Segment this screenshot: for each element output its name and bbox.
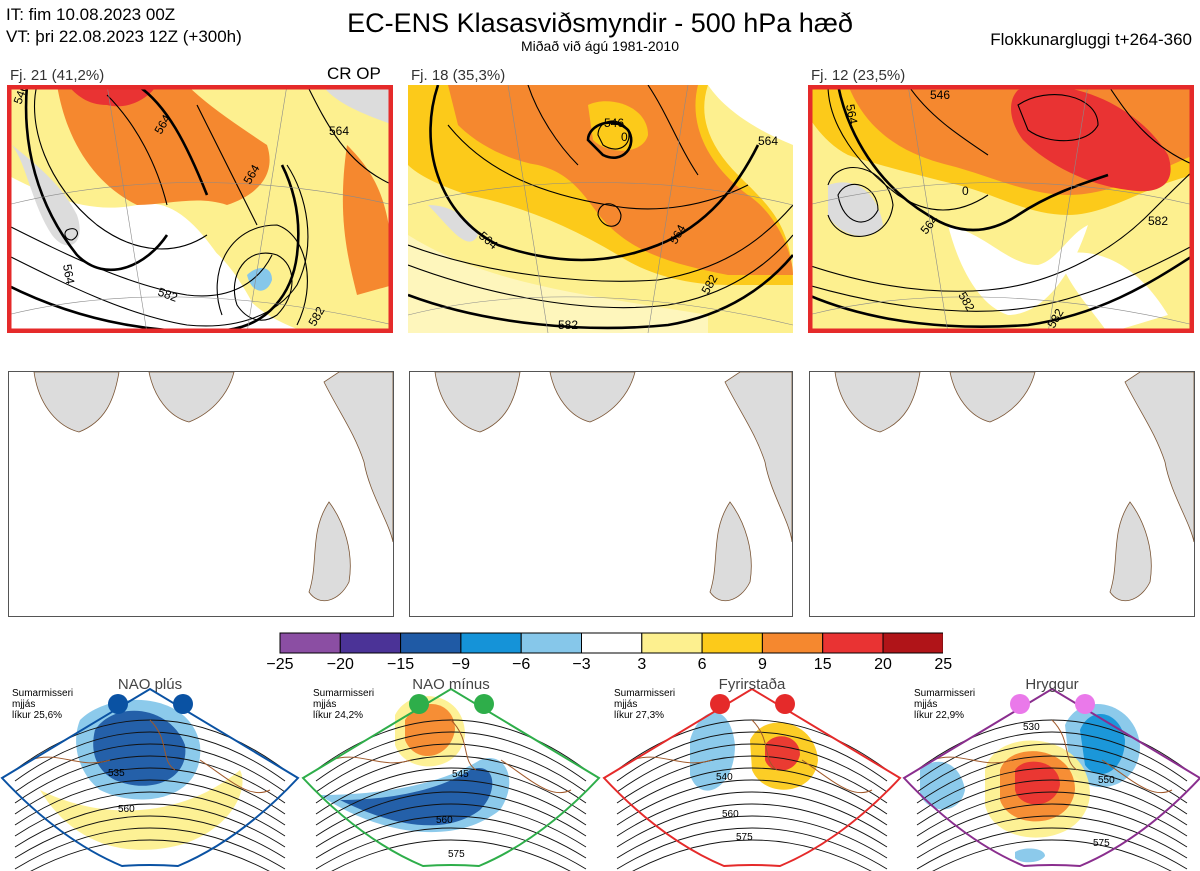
contour-label: 546 xyxy=(930,88,950,102)
regime-info-line: mjjás xyxy=(614,699,638,710)
regime-info-line: líkur 27,3% xyxy=(614,710,665,721)
regime-contour-label: 575 xyxy=(1093,838,1110,849)
regime-info-line: Sumarmisseri xyxy=(914,688,976,699)
contour-label: 0 xyxy=(621,130,628,144)
regime-marker xyxy=(409,694,429,714)
contour-label: 564 xyxy=(60,263,77,285)
regime-marker xyxy=(775,694,795,714)
regime-name: Hryggur xyxy=(1025,676,1079,693)
regime-marker xyxy=(173,694,193,714)
cluster-3-label: Fj. 12 (23,5%) xyxy=(811,67,906,84)
empty-map-1 xyxy=(8,371,394,617)
regime-info-line: mjjás xyxy=(12,699,36,710)
regime-contour-label: 560 xyxy=(722,809,739,820)
regime-info-line: líkur 24,2% xyxy=(313,710,364,721)
regime-info-line: líkur 22,9% xyxy=(914,710,965,721)
regime-info: Sumarmisseri mjjás líkur 22,9% xyxy=(914,688,975,721)
colorbar-tick-label: −3 xyxy=(572,656,591,673)
regime-info-line: mjjás xyxy=(313,699,337,710)
cluster-1-map[interactable]: 546 564 564 564 564 582 582 xyxy=(7,85,393,333)
contour-label: 564 xyxy=(758,134,778,148)
cluster-3-map[interactable]: 546 564 0 564 582 582 582 xyxy=(808,85,1194,333)
colorbar-tick-label: −9 xyxy=(451,656,471,673)
regime-info: Sumarmisseri mjjás líkur 25,6% xyxy=(12,688,73,721)
regime-contour-label: 560 xyxy=(436,815,453,826)
regime-name: NAO plús xyxy=(117,676,183,693)
colorbar-tick-label: −25 xyxy=(266,656,294,673)
cluster-1-label: Fj. 21 (41,2%) xyxy=(10,67,105,84)
page-subtitle: Miðað við ágú 1981-2010 xyxy=(520,38,679,54)
regime-contour-label: 535 xyxy=(108,768,125,779)
colorbar-cell xyxy=(882,632,943,654)
regime-info-line: mjjás xyxy=(914,699,938,710)
empty-map-2 xyxy=(409,371,793,617)
colorbar-tick-label: −6 xyxy=(512,656,531,673)
contour-label: 582 xyxy=(156,285,180,305)
colorbar-tick-label: 6 xyxy=(697,656,707,673)
cluster-2-label: Fj. 18 (35,3%) xyxy=(411,67,506,84)
regime-info: Sumarmisseri mjjás líkur 24,2% xyxy=(313,688,374,721)
regime-info-line: Sumarmisseri xyxy=(12,688,74,699)
regime-marker xyxy=(1010,694,1030,714)
valid-time: VT: þri 22.08.2023 12Z (+300h) xyxy=(6,27,242,46)
regime-name: Fyrirstaða xyxy=(718,676,786,693)
regime-marker xyxy=(1075,694,1095,714)
header-info: IT: fim 10.08.2023 00Z VT: þri 22.08.202… xyxy=(6,4,242,48)
colorbar-tick-label: −15 xyxy=(387,656,415,673)
regime-contour-label: 550 xyxy=(1098,775,1115,786)
classification-window: Flokkunargluggi t+264-360 xyxy=(990,30,1192,49)
contour-label: 582 xyxy=(558,318,578,332)
regime-name: NAO mínus xyxy=(412,676,490,693)
regime-marker xyxy=(108,694,128,714)
colorbar-tick-label: 9 xyxy=(757,656,767,673)
colorbar-tick-label: 25 xyxy=(934,656,953,673)
cluster-2-map[interactable]: 546 0 564 564 564 582 582 xyxy=(408,85,793,333)
contour-label: 546 xyxy=(604,116,624,130)
regime-contour-label: 560 xyxy=(118,804,135,815)
colorbar xyxy=(279,632,943,654)
regime-info-line: Sumarmisseri xyxy=(614,688,676,699)
regime-contour-label: 540 xyxy=(716,772,733,783)
regime-info-line: Sumarmisseri xyxy=(313,688,375,699)
contour-label: 564 xyxy=(329,124,349,138)
regime-contour-label: 530 xyxy=(1023,722,1040,733)
page-title: EC-ENS Klasasviðsmyndir - 500 hPa hæð xyxy=(347,8,853,38)
regime-contour-label: 575 xyxy=(736,832,753,843)
empty-map-3 xyxy=(809,371,1195,617)
regime-marker xyxy=(710,694,730,714)
contour-label: 564 xyxy=(843,103,860,125)
colorbar-tick-label: −20 xyxy=(326,656,354,673)
contour-label: 582 xyxy=(1148,214,1168,228)
regime-marker xyxy=(474,694,494,714)
cluster-1-tag: CR OP xyxy=(327,64,381,83)
regime-contour-label: 545 xyxy=(452,769,469,780)
contour-label: 0 xyxy=(962,184,969,198)
colorbar-tick-label: 20 xyxy=(874,656,892,673)
colorbar-tick-label: 3 xyxy=(637,656,647,673)
regime-contour-label: 575 xyxy=(448,849,465,860)
colorbar-tick-label: 15 xyxy=(813,656,832,673)
regime-info: Sumarmisseri mjjás líkur 27,3% xyxy=(614,688,675,721)
regime-info-line: líkur 25,6% xyxy=(12,710,63,721)
initial-time: IT: fim 10.08.2023 00Z xyxy=(6,5,176,24)
